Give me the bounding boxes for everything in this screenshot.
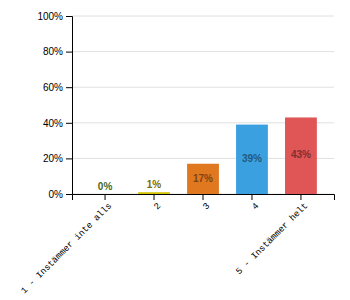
y-tick-label: 60% (43, 82, 63, 93)
plot-area: 0%20%40%60%80%100%1 - Instämmer inte all… (19, 11, 334, 296)
x-tick: 5 - Instämmer helt (234, 194, 310, 277)
bar (138, 192, 170, 194)
grid-line (72, 87, 334, 88)
grid-line (72, 51, 334, 52)
bar (187, 164, 219, 194)
y-tick-mark (66, 87, 72, 88)
x-tick-mark (154, 194, 155, 200)
x-tick-label: 3 (201, 201, 212, 212)
y-tick-mark (66, 123, 72, 124)
bar (236, 125, 268, 194)
x-tick-mark (251, 194, 252, 200)
y-axis-line (66, 17, 73, 195)
y-tick-label: 80% (43, 46, 63, 57)
x-tick: 3 (201, 194, 212, 212)
grid (72, 16, 334, 194)
data-labels: 0% 1% 17% 39% 43% (98, 149, 311, 192)
data-label: 1% (147, 179, 162, 190)
y-tick-mark (66, 52, 72, 53)
y-axis: 0% 20% 40% 60% 80% 100% (37, 11, 72, 200)
x-tick-mark (105, 194, 106, 200)
y-tick-mark (66, 158, 72, 159)
bar (285, 117, 317, 194)
y-tick: 20% (43, 153, 72, 164)
x-tick-label: 4 (250, 201, 261, 212)
y-tick-label: 0% (49, 189, 64, 200)
data-label: 39% (242, 153, 262, 164)
x-tick-mark (300, 194, 301, 200)
y-tick-label: 40% (43, 118, 63, 129)
y-tick: 60% (43, 82, 72, 93)
x-axis-line (73, 195, 335, 201)
y-tick-mark (66, 16, 72, 17)
x-tick-label: 1 - Instämmer inte alls (19, 201, 114, 296)
x-tick: 2 (152, 194, 163, 212)
y-tick-label: 20% (43, 153, 63, 164)
grid-line (72, 16, 334, 17)
y-tick-mark (66, 194, 72, 195)
x-tick-mark (203, 194, 204, 200)
x-tick-label: 2 (152, 201, 163, 212)
chart-container: 0%20%40%60%80%100%1 - Instämmer inte all… (0, 0, 350, 300)
y-tick-label: 100% (37, 11, 63, 22)
y-tick: 100% (37, 11, 72, 22)
x-axis: 1 - Instämmer inte alls 2 3 45 - Instämmer … (19, 194, 334, 296)
bars (138, 117, 317, 194)
data-label: 17% (193, 173, 213, 184)
x-tick: 1 - Instämmer inte alls (19, 194, 114, 296)
y-tick: 40% (43, 118, 72, 129)
x-tick-label: 5 - Instämmer helt (234, 201, 310, 277)
bar (89, 194, 121, 195)
data-label: 0% (98, 181, 113, 192)
y-tick: 0% (49, 189, 72, 200)
y-tick: 80% (43, 46, 72, 57)
chart-svg: 0%20%40%60%80%100%1 - Instämmer inte all… (0, 0, 350, 300)
data-label: 43% (291, 149, 311, 160)
x-tick: 4 (250, 194, 261, 212)
